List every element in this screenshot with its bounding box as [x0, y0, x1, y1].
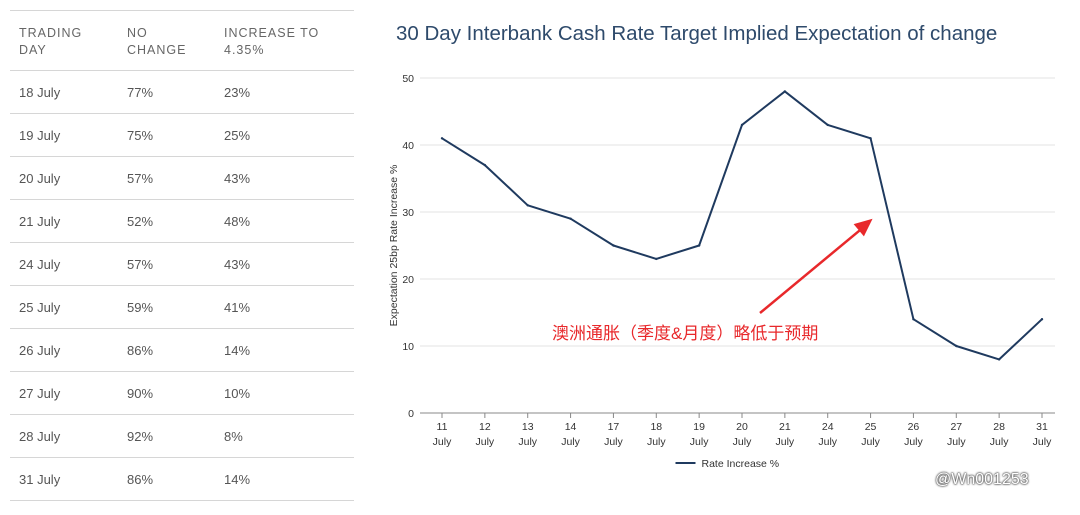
trading-day-cell: 19 July — [19, 127, 61, 143]
increase-cell: 41% — [224, 299, 251, 315]
trading-day-cell: 28 July — [19, 428, 61, 444]
data-point — [826, 123, 829, 127]
y-tick-label: 10 — [402, 341, 414, 353]
data-point — [869, 137, 872, 140]
line-chart: 0 10 20 30 40 50 Expectation 25bp Rate Increas… — [388, 73, 1055, 470]
data-point — [955, 344, 958, 348]
data-point — [997, 358, 1001, 361]
y-axis-label: Expectation 25bp Rate Increase % — [388, 165, 400, 327]
no-change-cell: 59% — [127, 299, 154, 315]
x-tick-label: 19 July — [690, 421, 709, 448]
table-row: 25 July 59% 41% — [10, 286, 354, 329]
x-tick-label: 21 July — [776, 421, 795, 448]
no-change-cell: 90% — [127, 385, 154, 401]
table-header-row: TRADING DAY NO CHANGE INCREASE TO 4.35% — [10, 11, 354, 71]
data-point — [526, 204, 529, 207]
data-point — [783, 90, 787, 93]
data-point — [1040, 318, 1044, 321]
annotation-arrow-head — [853, 218, 873, 237]
table-row: 27 July 90% 10% — [10, 372, 354, 415]
trading-day-cell: 20 July — [19, 170, 61, 186]
data-point — [740, 123, 744, 127]
y-tick-label: 20 — [402, 274, 414, 286]
x-tick-label: 13 July — [518, 421, 537, 448]
no-change-cell: 86% — [127, 342, 154, 358]
y-tick-label: 30 — [402, 207, 414, 219]
no-change-cell: 86% — [127, 471, 154, 487]
increase-cell: 43% — [224, 256, 251, 272]
data-point — [697, 244, 701, 247]
no-change-cell: 75% — [127, 127, 154, 143]
increase-cell: 48% — [224, 213, 251, 229]
header-trading-day: TRADING DAY — [19, 26, 83, 57]
x-tick-label: 25 July — [861, 421, 880, 448]
x-tick-label: 17 July — [604, 421, 623, 448]
increase-cell: 25% — [224, 127, 251, 143]
table-row: 24 July 57% 43% — [10, 243, 354, 286]
data-point — [612, 244, 615, 247]
table-row: 20 July 57% 43% — [10, 157, 354, 200]
increase-cell: 10% — [224, 385, 251, 401]
x-tick-label: 18 July — [647, 421, 666, 448]
trading-day-cell: 24 July — [19, 256, 61, 272]
no-change-cell: 52% — [127, 213, 154, 229]
legend-label: Rate Increase % — [702, 458, 780, 470]
x-tick-label: 12 July — [476, 421, 495, 448]
increase-cell: 23% — [224, 84, 251, 100]
y-tick-label: 50 — [402, 73, 414, 85]
chart-title: 30 Day Interbank Cash Rate Target Implie… — [396, 22, 998, 45]
x-tick-label: 27 July — [947, 421, 966, 448]
increase-cell: 8% — [224, 428, 243, 444]
table-row: 31 July 86% 14% — [10, 458, 354, 501]
trading-day-cell: 26 July — [19, 342, 61, 358]
data-point — [440, 137, 444, 140]
trading-day-cell: 31 July — [19, 471, 61, 487]
data-point — [483, 163, 487, 167]
header-no-change: NO CHANGE — [127, 26, 187, 57]
data-point — [912, 318, 915, 321]
annotation-arrow-shaft — [759, 223, 868, 314]
table-row: 18 July 77% 23% — [10, 71, 354, 114]
x-tick-label: 28 July — [990, 421, 1009, 448]
header-increase: INCREASE TO 4.35% — [224, 26, 320, 57]
table-row: 19 July 75% 25% — [10, 114, 354, 157]
y-tick-label: 0 — [408, 408, 414, 420]
x-tick-label: 14 July — [561, 421, 580, 448]
no-change-cell: 57% — [127, 170, 154, 186]
table-row: 28 July 92% 8% — [10, 415, 354, 458]
trading-day-cell: 27 July — [19, 385, 61, 401]
increase-cell: 14% — [224, 471, 251, 487]
x-tick-label: 11 July — [433, 421, 452, 448]
x-tick-label: 24 July — [818, 421, 837, 448]
increase-cell: 43% — [224, 170, 251, 186]
no-change-cell: 77% — [127, 84, 154, 100]
watermark: @Wn001253 — [935, 471, 1029, 488]
x-tick-label: 20 July — [733, 421, 752, 448]
no-change-cell: 57% — [127, 256, 154, 272]
table-row: 21 July 52% 48% — [10, 200, 354, 243]
x-tick-label: 26 July — [904, 421, 923, 448]
trading-day-cell: 21 July — [19, 213, 61, 229]
increase-cell: 14% — [224, 342, 251, 358]
x-tick-label: 31 July — [1033, 421, 1052, 448]
trading-day-cell: 18 July — [19, 84, 61, 100]
data-point — [655, 257, 658, 261]
no-change-cell: 92% — [127, 428, 154, 444]
data-point — [569, 217, 572, 220]
table-row: 26 July 86% 14% — [10, 329, 354, 372]
y-tick-label: 40 — [402, 140, 414, 152]
annotation-text: 澳洲通胀（季度&月度）略低于预期 — [552, 324, 819, 343]
probability-table: TRADING DAY NO CHANGE INCREASE TO 4.35% … — [10, 10, 354, 501]
trading-day-cell: 25 July — [19, 299, 61, 315]
